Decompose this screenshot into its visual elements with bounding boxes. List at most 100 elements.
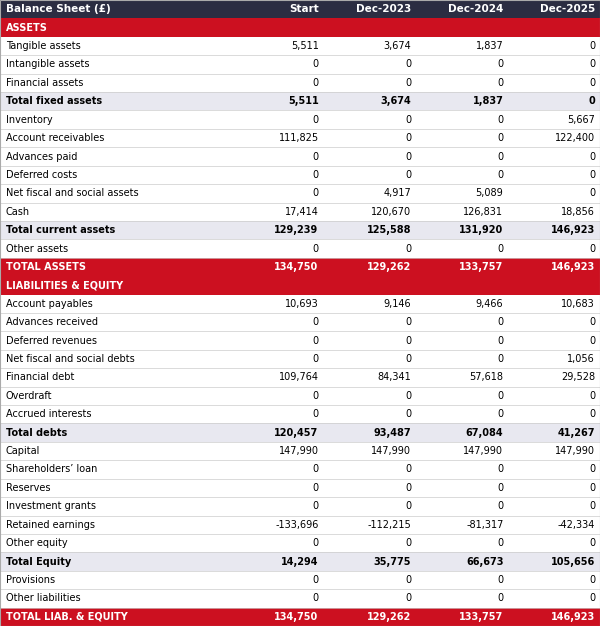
Text: 0: 0	[313, 59, 319, 69]
Text: 0: 0	[589, 41, 595, 51]
Text: 0: 0	[313, 464, 319, 475]
Text: 35,775: 35,775	[374, 557, 411, 567]
Text: 0: 0	[405, 409, 411, 419]
Text: 0: 0	[497, 115, 503, 125]
Text: Total fixed assets: Total fixed assets	[6, 96, 102, 106]
Text: Dec-2023: Dec-2023	[356, 4, 411, 14]
Text: 4,917: 4,917	[383, 188, 411, 198]
Text: 67,084: 67,084	[466, 428, 503, 438]
Bar	[0, 92, 600, 110]
Text: 0: 0	[405, 133, 411, 143]
Bar	[0, 55, 600, 74]
Text: Inventory: Inventory	[6, 115, 53, 125]
Text: Reserves: Reserves	[6, 483, 50, 493]
Text: 0: 0	[497, 59, 503, 69]
Text: LIABILITIES & EQUITY: LIABILITIES & EQUITY	[6, 280, 123, 290]
Text: 57,618: 57,618	[469, 372, 503, 382]
Text: 0: 0	[313, 409, 319, 419]
Text: 0: 0	[497, 483, 503, 493]
Text: Provisions: Provisions	[6, 575, 55, 585]
Text: 0: 0	[405, 244, 411, 254]
Text: 0: 0	[405, 501, 411, 511]
Bar	[0, 331, 600, 350]
Text: 120,457: 120,457	[274, 428, 319, 438]
Text: 0: 0	[589, 575, 595, 585]
Text: Start: Start	[289, 4, 319, 14]
Text: 0: 0	[405, 464, 411, 475]
Text: Deferred revenues: Deferred revenues	[6, 336, 97, 346]
Text: 122,400: 122,400	[555, 133, 595, 143]
Text: 5,089: 5,089	[476, 188, 503, 198]
Text: 0: 0	[313, 501, 319, 511]
Bar	[0, 129, 600, 147]
Text: -112,215: -112,215	[367, 520, 411, 530]
Text: Balance Sheet (£): Balance Sheet (£)	[6, 4, 111, 14]
Text: 10,683: 10,683	[562, 299, 595, 309]
Text: 0: 0	[497, 336, 503, 346]
Text: Shareholders’ loan: Shareholders’ loan	[6, 464, 97, 475]
Text: 0: 0	[405, 391, 411, 401]
Bar	[0, 497, 600, 516]
Text: TOTAL ASSETS: TOTAL ASSETS	[6, 262, 86, 272]
Text: 66,673: 66,673	[466, 557, 503, 567]
Text: Net fiscal and social debts: Net fiscal and social debts	[6, 354, 135, 364]
Text: 14,294: 14,294	[281, 557, 319, 567]
Text: 0: 0	[405, 78, 411, 88]
Text: 147,990: 147,990	[555, 446, 595, 456]
Text: 0: 0	[405, 575, 411, 585]
Text: 3,674: 3,674	[380, 96, 411, 106]
Text: 0: 0	[405, 59, 411, 69]
Text: Net fiscal and social assets: Net fiscal and social assets	[6, 188, 139, 198]
Text: Dec-2025: Dec-2025	[540, 4, 595, 14]
Text: 146,923: 146,923	[551, 262, 595, 272]
Text: 0: 0	[313, 151, 319, 162]
Text: Other equity: Other equity	[6, 538, 68, 548]
Text: 5,667: 5,667	[568, 115, 595, 125]
Text: 129,262: 129,262	[367, 262, 411, 272]
Bar	[0, 534, 600, 552]
Text: 0: 0	[497, 317, 503, 327]
Text: 133,757: 133,757	[459, 612, 503, 622]
Text: 0: 0	[589, 78, 595, 88]
Text: 0: 0	[313, 78, 319, 88]
Text: Overdraft: Overdraft	[6, 391, 53, 401]
Bar	[0, 147, 600, 166]
Text: 0: 0	[589, 151, 595, 162]
Text: 147,990: 147,990	[371, 446, 411, 456]
Bar	[0, 18, 600, 37]
Bar	[0, 74, 600, 92]
Text: 0: 0	[589, 464, 595, 475]
Text: 0: 0	[405, 115, 411, 125]
Text: Account receivables: Account receivables	[6, 133, 104, 143]
Text: 17,414: 17,414	[285, 207, 319, 217]
Bar	[0, 221, 600, 239]
Text: Investment grants: Investment grants	[6, 501, 96, 511]
Text: 0: 0	[313, 188, 319, 198]
Text: 0: 0	[313, 391, 319, 401]
Text: 126,831: 126,831	[463, 207, 503, 217]
Text: 129,239: 129,239	[274, 225, 319, 235]
Text: 0: 0	[497, 78, 503, 88]
Text: 0: 0	[497, 501, 503, 511]
Text: 0: 0	[497, 133, 503, 143]
Text: 29,528: 29,528	[561, 372, 595, 382]
Bar	[0, 423, 600, 442]
Text: 41,267: 41,267	[558, 428, 595, 438]
Text: 0: 0	[313, 538, 319, 548]
Bar	[0, 313, 600, 331]
Text: 0: 0	[313, 354, 319, 364]
Bar	[0, 387, 600, 405]
Text: 0: 0	[589, 391, 595, 401]
Text: 0: 0	[589, 170, 595, 180]
Bar	[0, 552, 600, 571]
Bar	[0, 239, 600, 258]
Text: 0: 0	[589, 538, 595, 548]
Text: 134,750: 134,750	[274, 262, 319, 272]
Text: 1,837: 1,837	[476, 41, 503, 51]
Text: 0: 0	[313, 336, 319, 346]
Text: Advances paid: Advances paid	[6, 151, 77, 162]
Text: 109,764: 109,764	[278, 372, 319, 382]
Text: 147,990: 147,990	[278, 446, 319, 456]
Bar	[0, 516, 600, 534]
Text: 5,511: 5,511	[288, 96, 319, 106]
